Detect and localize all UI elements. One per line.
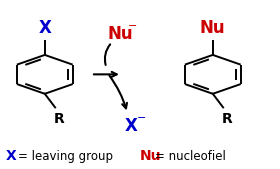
Text: Nu: Nu xyxy=(108,25,134,43)
Text: X: X xyxy=(6,149,16,163)
Text: X: X xyxy=(38,19,51,37)
Text: Nu: Nu xyxy=(140,149,162,163)
Text: R: R xyxy=(54,112,65,126)
FancyArrowPatch shape xyxy=(109,76,127,108)
Text: Nu: Nu xyxy=(200,19,226,37)
Text: R: R xyxy=(222,112,233,126)
Text: −: − xyxy=(136,113,146,123)
FancyArrowPatch shape xyxy=(105,44,110,65)
Text: X: X xyxy=(125,117,137,135)
FancyArrowPatch shape xyxy=(94,72,117,77)
Text: −: − xyxy=(128,21,137,31)
Text: = nucleofiel: = nucleofiel xyxy=(155,150,226,163)
Text: = leaving group: = leaving group xyxy=(18,150,113,163)
